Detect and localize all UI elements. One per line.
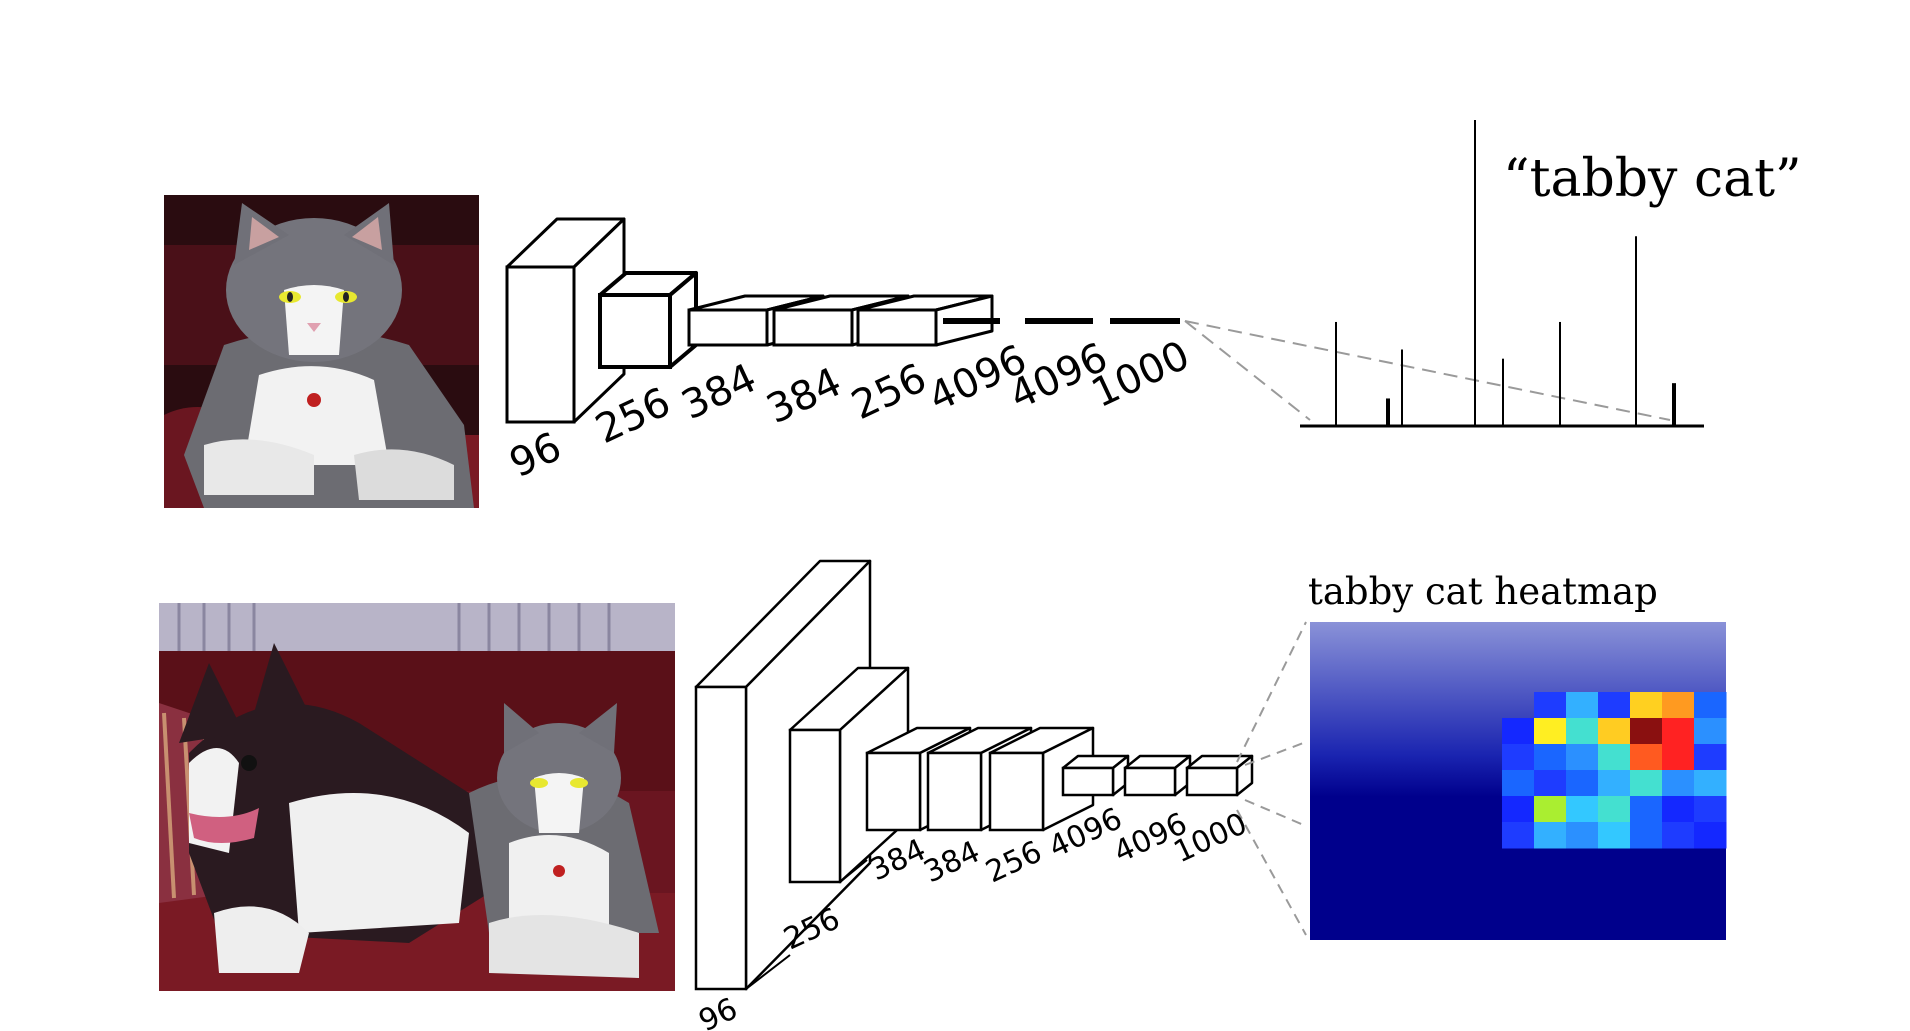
- bottom-layer-label-1: 96: [694, 991, 743, 1031]
- heatmap-cell: [1534, 744, 1567, 771]
- heatmap-cell: [1630, 692, 1663, 719]
- top-layer-label-8: 1000: [1085, 332, 1197, 417]
- heatmap-cell: [1694, 692, 1727, 719]
- bottom-link-2: [839, 859, 868, 883]
- top-output-chart: [1300, 120, 1704, 428]
- heatmap-cell: [1662, 822, 1695, 849]
- heatmap-cell: [1662, 718, 1695, 745]
- heatmap-cell: [1598, 744, 1631, 771]
- heatmap-cell: [1566, 796, 1599, 823]
- bottom-connector-3: [1244, 799, 1307, 827]
- bottom-layer-label-4: 384: [919, 834, 986, 890]
- heatmap-cell: [1502, 770, 1535, 797]
- heatmap-cell: [1502, 796, 1535, 823]
- bottom-fc-block-1: [1061, 754, 1130, 797]
- heatmap-cell: [1534, 718, 1567, 745]
- heatmap-cell: [1598, 718, 1631, 745]
- heatmap-cell: [1694, 822, 1727, 849]
- top-conv-block-2: [598, 271, 698, 369]
- heatmap-cell: [1694, 770, 1727, 797]
- top-layer-label-5: 256: [845, 355, 934, 429]
- cat-photo: [164, 195, 479, 508]
- bottom-connector-4: [1236, 809, 1307, 936]
- top-connector-lower: [1184, 320, 1311, 421]
- heatmap-cell: [1502, 744, 1535, 771]
- heatmap-cell: [1502, 822, 1535, 849]
- heatmap-cell: [1566, 718, 1599, 745]
- bottom-layer-label-5: 256: [981, 834, 1048, 890]
- bottom-link-1: [745, 954, 791, 990]
- heatmap-cell: [1534, 770, 1567, 797]
- top-connector-upper: [1184, 320, 1671, 421]
- heatmap-cell: [1630, 718, 1663, 745]
- prediction-label: “tabby cat”: [1503, 149, 1802, 209]
- heatmap-cell: [1534, 822, 1567, 849]
- bottom-connector-2: [1244, 741, 1307, 766]
- heatmap-cell: [1662, 796, 1695, 823]
- heatmap-cell: [1662, 744, 1695, 771]
- bottom-connector-1: [1236, 621, 1307, 763]
- heatmap-cell: [1566, 770, 1599, 797]
- heatmap-cell: [1630, 796, 1663, 823]
- top-layer-label-1: 96: [503, 424, 569, 487]
- heatmap-cell: [1566, 692, 1599, 719]
- top-layer-label-3: 384: [675, 355, 764, 429]
- dog-and-cat-photo: [159, 603, 675, 991]
- top-network: [505, 217, 1671, 424]
- heatmap-cell: [1630, 822, 1663, 849]
- heatmap-cell: [1502, 718, 1535, 745]
- heatmap-cell: [1534, 796, 1567, 823]
- heatmap-cell: [1662, 692, 1695, 719]
- heatmap-cell: [1694, 744, 1727, 771]
- bottom-fc-block-3: [1185, 754, 1254, 797]
- heatmap-cell: [1694, 796, 1727, 823]
- heatmap-cell: [1662, 770, 1695, 797]
- heatmap-title: tabby cat heatmap: [1308, 570, 1658, 613]
- heatmap-cell: [1598, 796, 1631, 823]
- heatmap-cell: [1566, 744, 1599, 771]
- bottom-network: [694, 559, 1307, 991]
- bottom-fc-block-2: [1123, 754, 1192, 797]
- top-conv-block-1: [505, 217, 626, 424]
- heatmap-cell: [1534, 692, 1567, 719]
- heatmap-cell: [1598, 822, 1631, 849]
- heatmap-cell: [1566, 822, 1599, 849]
- heatmap-cell: [1694, 718, 1727, 745]
- top-layer-label-4: 384: [760, 359, 849, 433]
- heatmap-cell: [1630, 770, 1663, 797]
- heatmap-cell: [1630, 744, 1663, 771]
- heatmap-cell: [1598, 770, 1631, 797]
- heatmap-cell: [1598, 692, 1631, 719]
- heatmap: [1310, 622, 1727, 940]
